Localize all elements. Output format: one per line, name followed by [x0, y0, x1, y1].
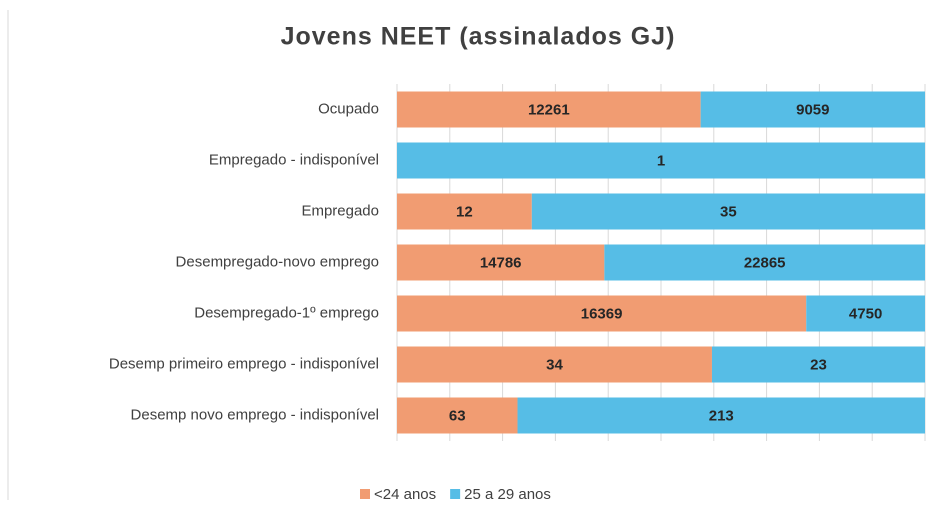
bar-segment — [700, 91, 925, 128]
data-label: 14786 — [480, 254, 522, 271]
data-label: 16369 — [581, 305, 623, 322]
bar-segment — [397, 295, 807, 332]
legend-label: 25 a 29 anos — [464, 486, 551, 503]
bar-segment — [806, 295, 925, 332]
bar-segment — [517, 397, 925, 434]
bar-segment — [397, 91, 701, 128]
y-tick-label: Desemp novo emprego - indisponível — [131, 406, 379, 423]
bar-segment — [531, 193, 925, 230]
data-label: 22865 — [744, 254, 786, 271]
data-label: 4750 — [849, 305, 882, 322]
bar-segment — [397, 244, 605, 281]
data-label: 1 — [657, 152, 665, 169]
y-tick-label: Desempregado-1º emprego — [194, 304, 379, 321]
legend-swatch — [360, 489, 370, 499]
bar-segment — [397, 397, 518, 434]
chart-title: Jovens NEET (assinalados GJ) — [281, 23, 676, 51]
bar-segment — [397, 193, 532, 230]
y-tick-label: Empregado — [301, 202, 379, 219]
bar-segment — [397, 346, 712, 383]
data-label: 12 — [456, 203, 473, 220]
y-tick-label: Ocupado — [318, 100, 379, 117]
data-label: 34 — [546, 356, 563, 373]
data-label: 9059 — [796, 101, 829, 118]
data-label: 63 — [449, 407, 466, 424]
legend-swatch — [450, 489, 461, 499]
legend-label: <24 anos — [374, 486, 436, 503]
data-label: 213 — [709, 407, 734, 424]
y-tick-label: Empregado - indisponível — [209, 151, 379, 168]
y-tick-label: Desemp primeiro emprego - indisponível — [109, 355, 379, 372]
data-label: 23 — [810, 356, 827, 373]
data-label: 35 — [720, 203, 737, 220]
bar-segment — [604, 244, 925, 281]
bar-segment — [711, 346, 925, 383]
y-tick-label: Desempregado-novo emprego — [176, 253, 379, 270]
data-label: 12261 — [528, 101, 570, 118]
bar-segment — [397, 142, 925, 179]
